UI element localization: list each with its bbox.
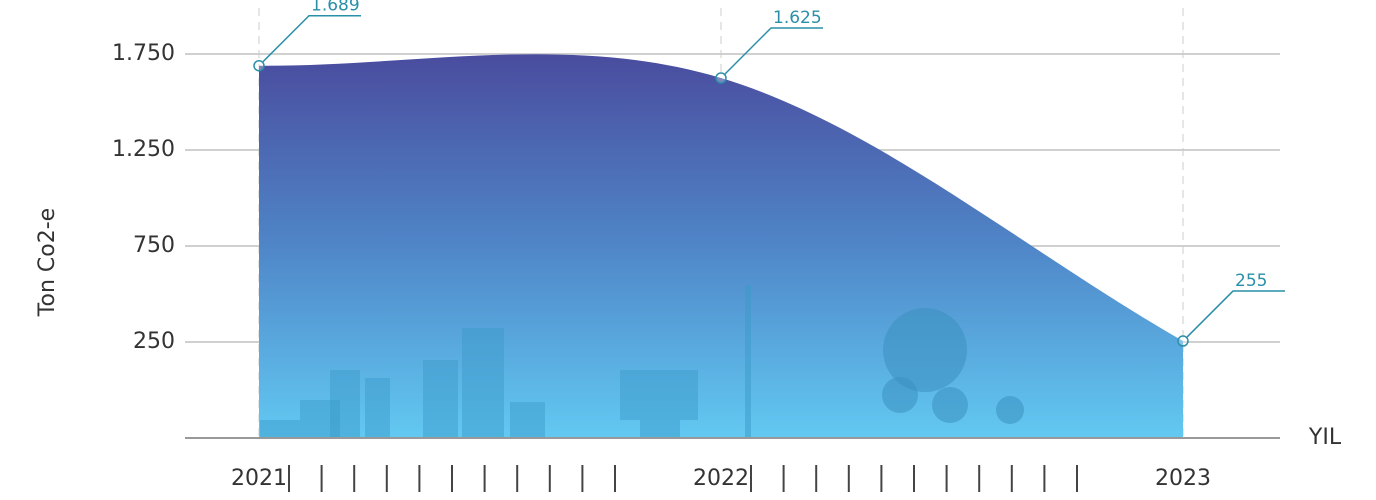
y-axis-label: Ton Co2-e <box>35 208 60 317</box>
value-label: 255 <box>1235 271 1267 291</box>
y-tick-label: 1.750 <box>112 41 175 66</box>
point <box>1177 335 1189 347</box>
decoration <box>510 402 545 438</box>
leader-line <box>262 14 361 63</box>
point <box>715 72 727 84</box>
decoration <box>882 377 918 413</box>
decoration <box>260 420 300 438</box>
decoration <box>996 396 1024 424</box>
x-tick-label: 2022 <box>693 466 749 491</box>
decoration <box>300 400 340 438</box>
decoration <box>365 378 390 438</box>
value-label: 1.625 <box>773 8 822 28</box>
x-axis-label: YIL <box>1308 425 1342 450</box>
decoration <box>462 328 504 438</box>
leader-line <box>724 27 823 75</box>
decoration <box>423 360 458 438</box>
value-label: 1.689 <box>311 0 360 16</box>
decoration <box>883 308 967 392</box>
decoration <box>640 420 680 438</box>
y-tick-label: 750 <box>133 233 175 258</box>
decoration <box>620 370 698 420</box>
x-tick-label: 2023 <box>1155 466 1211 491</box>
y-tick-label: 1.250 <box>112 137 175 162</box>
x-tick-label: 2021 <box>231 466 287 491</box>
decoration <box>330 370 360 438</box>
y-tick-label: 250 <box>133 329 175 354</box>
leader-line <box>1186 290 1285 338</box>
point <box>253 59 265 72</box>
decoration <box>932 387 968 423</box>
